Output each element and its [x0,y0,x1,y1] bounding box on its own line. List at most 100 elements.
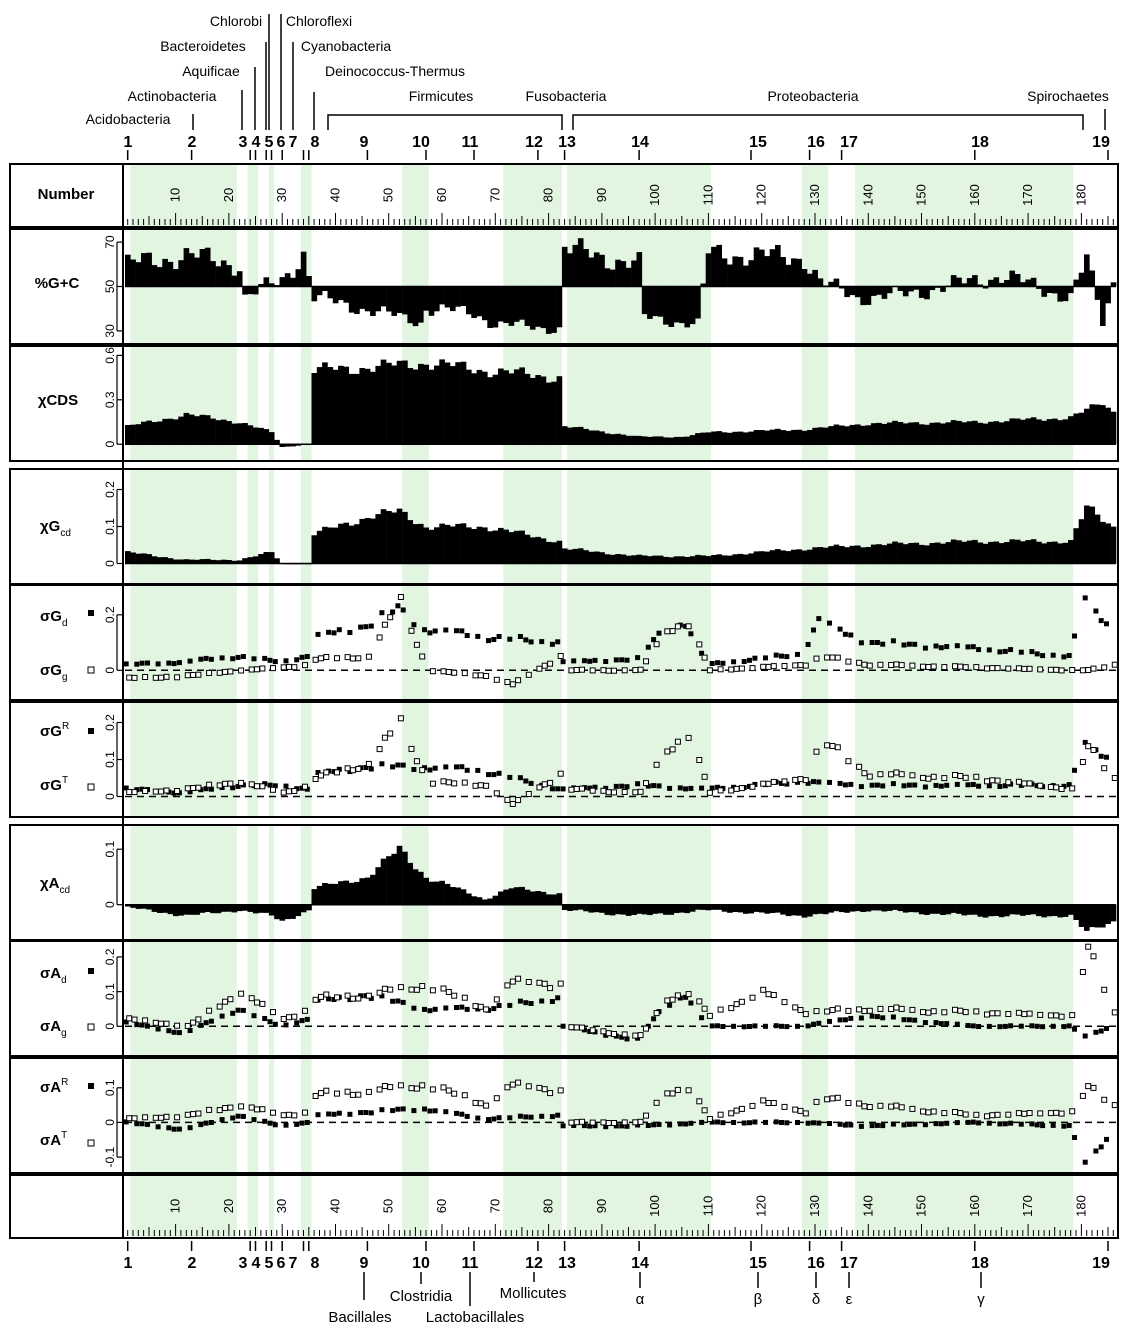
bar [258,427,264,445]
open-point [206,781,213,788]
bar [823,904,829,915]
filled-point [155,1124,161,1130]
filled-point [741,1024,747,1030]
bar [434,881,440,905]
number-tick-label: 60 [434,188,449,202]
open-point [701,773,708,780]
bar [684,904,691,914]
bar [982,423,989,445]
filled-point [976,1024,982,1029]
group-lactobacillales: Lactobacillales [426,1309,524,1326]
bar [620,554,627,564]
open-point [701,654,708,661]
bar [215,904,222,914]
bar [998,422,1005,445]
open-point [664,748,671,755]
bar [338,365,344,445]
filled-point [1093,1029,1099,1035]
bar [204,558,211,564]
filled-point [443,1109,449,1115]
open-point [909,1006,916,1013]
bar [775,245,781,287]
bar [641,904,648,915]
filled-point [379,761,385,767]
bar [561,904,568,910]
open-point [515,797,522,803]
open-point [994,665,1001,672]
y-tick-label: 0 [103,901,117,908]
bar [332,883,339,905]
filled-point [1072,767,1077,773]
bar [455,523,461,564]
bar [535,375,541,445]
bar [540,286,547,329]
bar [460,361,467,445]
bar [950,275,957,287]
open-point [952,1006,958,1013]
filled-point [997,1024,1003,1030]
filled-point [326,1111,332,1117]
bar [1068,540,1074,564]
filled-point [262,1118,268,1124]
bar [583,428,589,445]
bar [769,249,776,287]
filled-point [827,1121,832,1126]
open-point [445,1087,452,1094]
bar [482,899,488,905]
open-point [1026,665,1033,672]
bar [886,904,893,911]
bar [865,904,872,912]
bar [332,286,339,304]
bar [870,544,877,564]
bar [577,548,584,564]
bar [284,904,291,920]
filled-point [549,641,555,647]
bar [700,283,707,287]
chi-cds-frame [9,345,1119,462]
open-point [429,987,436,994]
legend-filled-marker [88,968,94,974]
filled-point [624,1123,630,1129]
open-point [957,663,964,670]
filled-point [747,1120,752,1126]
bar [439,880,445,905]
bar [258,554,264,564]
filled-point [1050,1122,1056,1128]
open-point [733,1001,740,1008]
open-point [941,775,948,782]
open-point [1047,1110,1054,1117]
filled-point [827,1018,832,1024]
bar [652,555,659,564]
bar [529,286,536,330]
bar [300,444,307,445]
open-point [653,761,660,768]
open-point [898,1104,905,1111]
filled-point [368,766,374,772]
y-tick-label: 0 [103,441,117,448]
bar [711,904,717,910]
open-point [483,782,490,789]
number-tick-label: 30 [274,1199,289,1213]
filled-point [869,1123,875,1129]
bar [945,542,952,564]
bar [844,547,850,564]
bar [913,904,920,913]
bar [1046,904,1053,917]
filled-point [741,1120,747,1126]
filled-point [235,1007,241,1013]
open-point [557,653,564,659]
bar [1073,528,1080,564]
bar [695,286,701,319]
open-point [866,773,873,780]
filled-point [795,1120,800,1125]
panel-titles: Number %G+C χCDS χGcd σGd σGg σGR σGT χA… [35,186,95,1149]
open-point [280,1112,287,1119]
bar [599,254,605,287]
phylum-num: 7 [289,134,298,151]
filled-point [1040,1024,1046,1030]
bar [631,260,637,287]
filled-point [299,1120,305,1126]
bar [513,369,520,445]
bar [657,904,664,914]
bar [961,904,968,916]
